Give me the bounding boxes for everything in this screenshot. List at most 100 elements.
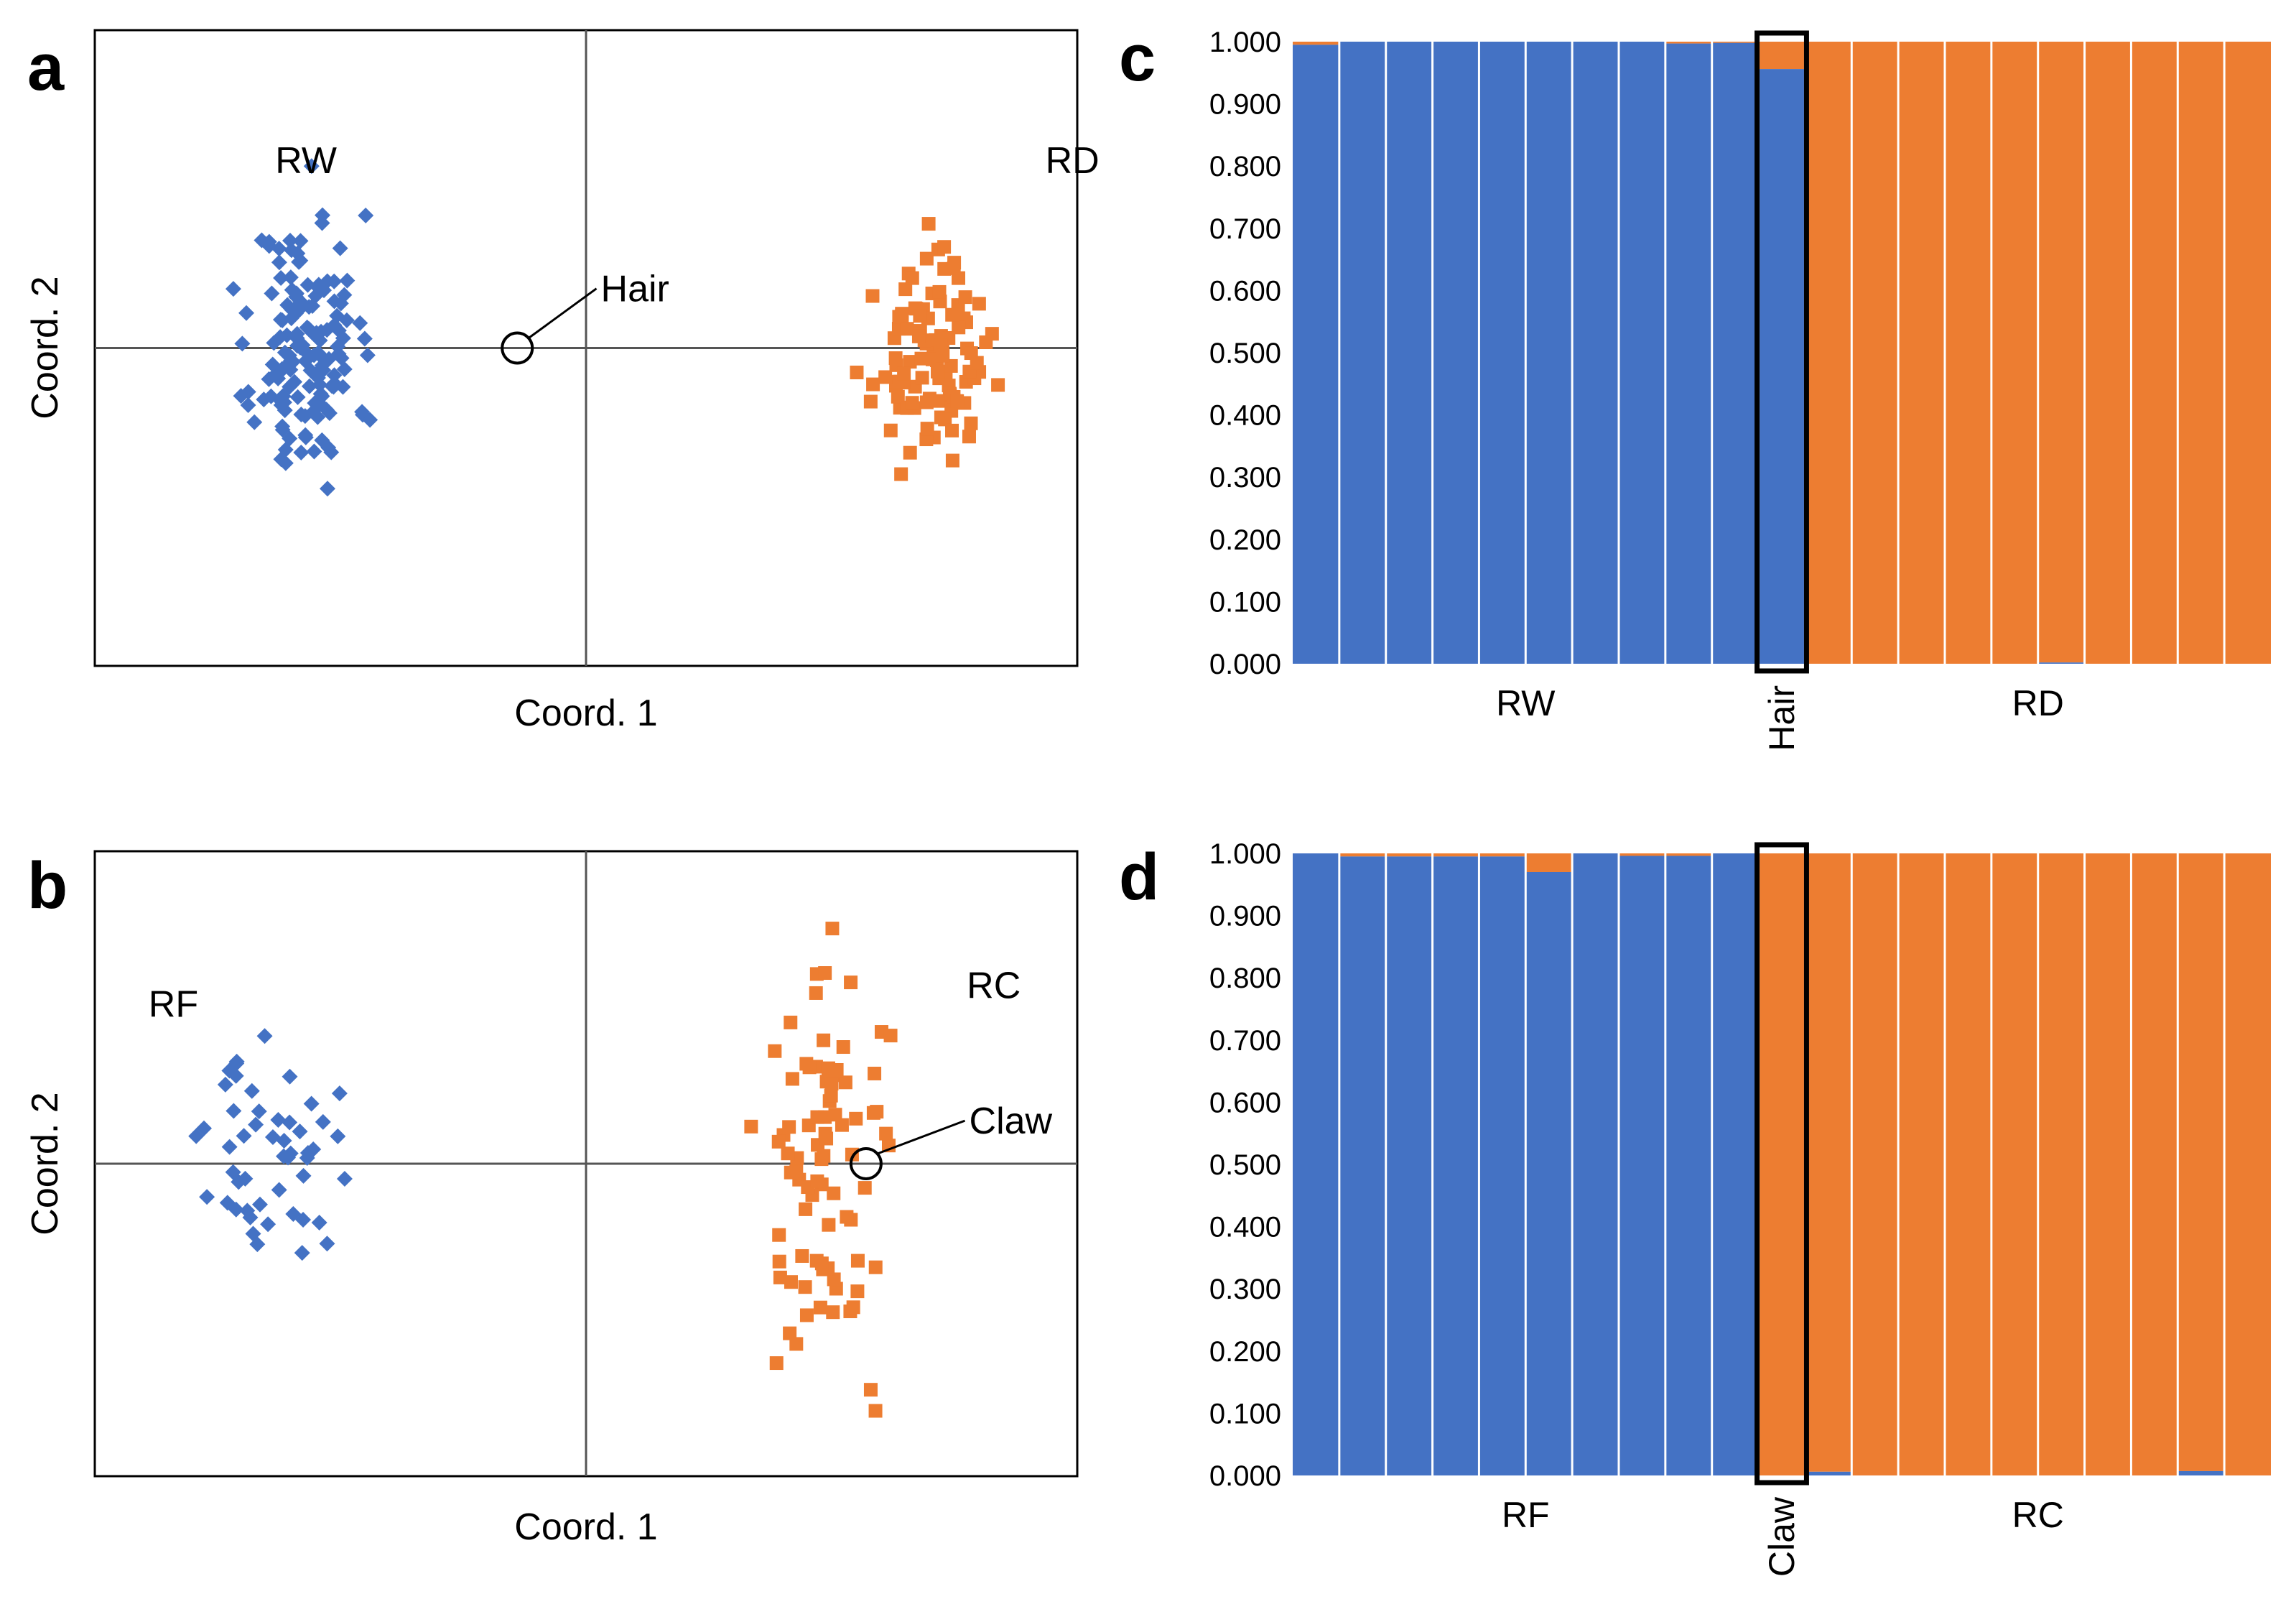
scatter-point-rf (256, 1028, 273, 1044)
scatter-point-rw (330, 323, 347, 339)
scatter-point-rw (358, 207, 374, 223)
scatter-point-rc (783, 1326, 797, 1340)
bar-segment-orange (2178, 853, 2225, 1471)
scatter-point-rc (868, 1066, 882, 1080)
scatter-point-rc (836, 1040, 850, 1055)
scatter-point-rc (840, 1210, 854, 1224)
panel-letter-c: c (1119, 22, 1156, 95)
scatter-point-rd (938, 412, 952, 427)
scatter-point-rw (264, 285, 280, 302)
scatter-point-rw (303, 158, 320, 175)
scatter-point-rw (362, 412, 378, 428)
bar-segment-blue (1479, 856, 1526, 1475)
scatter-point-rc (799, 1057, 814, 1071)
scatter-point-rd (925, 352, 939, 366)
scatter-point-rw (299, 277, 316, 293)
scatter-point-rf (295, 1167, 312, 1184)
scatter-point-rc (782, 1120, 796, 1134)
y-tick-label: 0.000 (1209, 1460, 1281, 1492)
scatter-point-rw (238, 305, 255, 321)
scatter-point-rw (352, 315, 368, 331)
scatter-point-rw (289, 389, 306, 405)
scatter-point-rw (273, 269, 289, 286)
scatter-point-rw (305, 297, 321, 314)
scatter-point-rw (332, 240, 348, 256)
scatter-point-rc (773, 1270, 787, 1284)
bar-segment-orange (1945, 853, 1991, 1475)
bar-segment-orange (1711, 42, 1759, 43)
highlight-circle (849, 1147, 883, 1180)
y-tick-label: 0.900 (1209, 89, 1281, 121)
bar-segment-orange (1945, 42, 1991, 664)
scatter-point-rc (744, 1119, 758, 1134)
y-tick-label: 0.300 (1209, 462, 1281, 493)
scatter-point-rd (903, 355, 917, 369)
scatter-point-rw (306, 443, 322, 460)
scatter-point-rc (768, 1044, 782, 1058)
scatter-point-rw (316, 282, 333, 299)
scatter-point-rf (228, 1201, 244, 1218)
scatter-point-rw (293, 444, 310, 460)
scatter-point-rc (824, 1088, 838, 1103)
scatter-point-rc (828, 1108, 842, 1122)
bar-segment-blue (1572, 42, 1619, 664)
scatter-point-rf (236, 1128, 252, 1144)
scatter-point-rw (274, 388, 291, 404)
scatter-point-rc (829, 1063, 843, 1078)
scatter-point-rw (283, 310, 299, 327)
bar-segment-blue (1572, 853, 1619, 1475)
scatter-point-rd (913, 309, 927, 323)
scatter-point-rd (937, 240, 952, 254)
scatter-point-rc (835, 1118, 849, 1132)
scatter-point-rw (319, 481, 335, 497)
scatter-point-rc (866, 1106, 880, 1120)
scatter-point-rw (314, 432, 330, 448)
scatter-point-rf (271, 1182, 287, 1198)
scatter-point-rw (359, 347, 376, 363)
scatter-point-rc (868, 1260, 883, 1274)
bar-segment-orange (1991, 853, 2038, 1475)
bar-segment-blue (1665, 43, 1712, 664)
bar-segment-orange (1293, 42, 1339, 45)
scatter-point-rc (795, 1248, 809, 1263)
y-tick-label: 0.600 (1209, 275, 1281, 307)
scatter-point-rw (282, 269, 299, 286)
scatter-point-rf (270, 1111, 287, 1128)
scatter-point-rd (919, 395, 934, 409)
scatter-point-rw (301, 378, 317, 394)
scatter-point-rf (243, 1083, 260, 1099)
bar-segment-blue (1619, 856, 1665, 1475)
scatter-point-rd (931, 364, 945, 379)
group-label-rd: RD (2012, 683, 2064, 723)
scatter-point-rd (891, 389, 905, 404)
y-axis-title-b: Coord. 2 (24, 1092, 66, 1235)
bar-segment-blue (1339, 856, 1386, 1475)
scatter-point-rc (846, 1300, 860, 1315)
scatter-point-rw (299, 319, 315, 335)
y-tick-label: 0.900 (1209, 901, 1281, 932)
highlight-leader-line (528, 287, 598, 339)
scatter-point-rd (936, 348, 950, 363)
scatter-point-rw (289, 325, 305, 342)
scatter-point-rd (944, 358, 958, 373)
bar-segment-orange (1758, 42, 1805, 70)
scatter-point-rd (962, 430, 976, 444)
sample-label-claw: Claw (1762, 1496, 1802, 1577)
scatter-point-rc (769, 1356, 784, 1371)
scatter-point-rd (894, 467, 908, 481)
scatter-point-rd (952, 320, 966, 335)
scatter-point-rf (319, 1236, 335, 1252)
scatter-point-rf (294, 1245, 310, 1261)
scatter-point-rc (799, 1202, 813, 1216)
bar-segment-orange (1479, 853, 1526, 857)
scatter-point-rw (327, 376, 344, 393)
bar-segment-orange (1432, 853, 1479, 857)
scatter-point-rw (284, 302, 300, 318)
panel-letter-d: d (1119, 840, 1159, 914)
scatter-point-rd (921, 217, 936, 231)
scatter-point-rf (315, 1113, 331, 1130)
highlight-label: Hair (601, 269, 669, 310)
y-axis-title-a: Coord. 2 (24, 276, 66, 419)
scatter-point-rw (282, 361, 299, 378)
panel-a: a RW RD Hair Coord. 1 Coord. 2 (24, 29, 1100, 734)
